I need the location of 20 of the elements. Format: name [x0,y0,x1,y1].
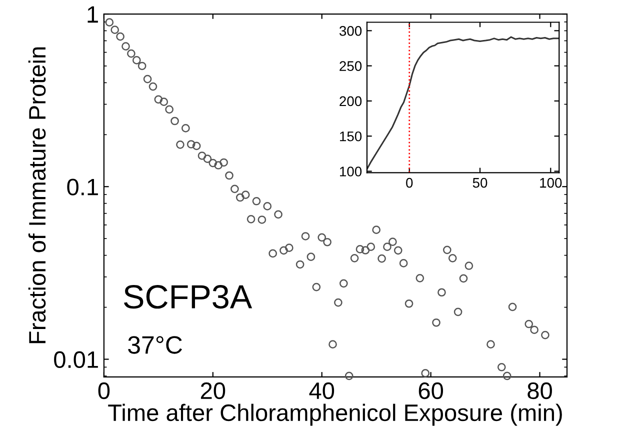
y-tick-label: 0.1 [67,178,98,196]
y-tick-label: 250 [340,61,362,71]
y-tick-label: 150 [340,131,362,142]
x-tick-label: 50 [472,178,488,188]
x-tick-label: 80 [528,382,552,400]
annotation: 37°C [128,336,182,354]
x-tick-label: 20 [200,382,226,400]
x-tick-label: 0 [98,382,110,400]
x-tick-label: 0 [406,178,413,188]
x-tick-label: 60 [418,382,444,400]
y-tick-label: 0.01 [54,351,98,368]
y-axis-title: Fraction of Immature Protein [28,47,46,344]
annotation: SCFP3A [124,285,252,309]
y-tick-label: 100 [340,166,362,176]
y-tick-label: 300 [339,26,362,36]
x-tick-label: 40 [309,382,334,400]
y-tick-label: 1 [88,6,98,23]
x-tick-label: 100 [540,178,562,188]
y-tick-label: 200 [340,96,362,106]
x-axis-title: Time after Chloramphenicol Exposure (min) [108,404,562,426]
